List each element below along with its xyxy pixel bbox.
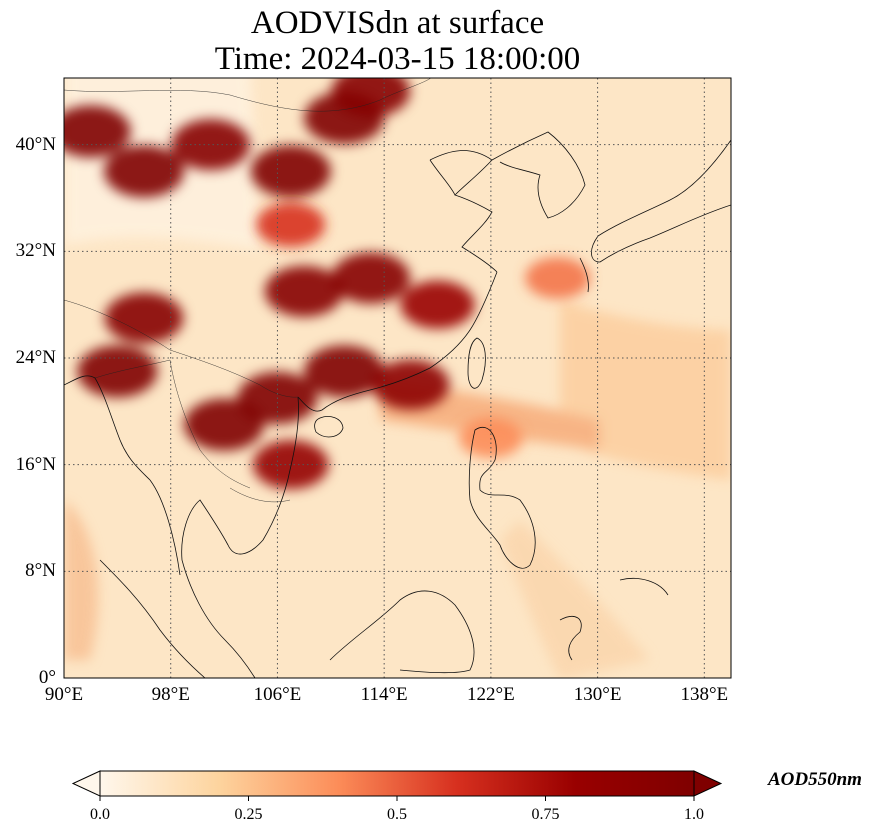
latitude-tick-label: 24°N: [15, 347, 56, 368]
aod-hotspot: [331, 252, 411, 304]
longitude-tick-label: 98°E: [151, 684, 190, 705]
aod-hotspot: [104, 145, 185, 198]
aod-hotspot: [304, 345, 385, 398]
longitude-tick-label: 130°E: [573, 684, 622, 705]
colorbar-max-extension: [693, 770, 723, 797]
longitude-tick-label: 90°E: [44, 684, 84, 705]
colorbar-tick-label: 0.25: [234, 806, 263, 823]
aod-hotspot: [264, 265, 344, 317]
aod-hotspot: [171, 119, 251, 171]
colorbar-tick-label: 0.0: [90, 806, 110, 823]
aod-field: [64, 78, 731, 678]
aod-hotspot: [525, 257, 590, 299]
latitude-tick-label: 8°N: [25, 560, 56, 582]
latitude-tick-label: 40°N: [15, 133, 56, 155]
longitude-tick-label: 122°E: [467, 684, 515, 705]
aod-hotspot: [64, 105, 131, 158]
colorbar: [71, 770, 723, 801]
colorbar-label: AOD550nm: [768, 769, 862, 790]
colorbar-tick-label: 0.5: [387, 806, 407, 823]
map-time-subtitle: Time: 2024-03-15 18:00:00: [214, 41, 581, 77]
latitude-tick-label: 0°: [38, 667, 56, 688]
aod-hotspot: [372, 359, 450, 410]
colorbar-tick-label: 1.0: [684, 806, 704, 823]
gridlines: [64, 78, 731, 678]
aod-hotspot: [252, 440, 329, 490]
map-frame: [63, 77, 732, 679]
map-title: AODVISdn at surface: [250, 5, 545, 41]
colorbar-tick-label: 0.75: [531, 806, 560, 823]
colorbar-min-extension: [71, 770, 101, 797]
coastlines: [64, 131, 731, 678]
longitude-tick-label: 114°E: [360, 684, 408, 705]
aod-hotspot: [104, 292, 184, 344]
aod-hotspot: [77, 345, 158, 398]
aod-hotspot: [256, 202, 326, 247]
longitude-tick-label: 138°E: [680, 684, 729, 705]
aod-hotspot: [250, 145, 331, 198]
aod-hotspot: [331, 78, 411, 117]
latitude-tick-label: 32°N: [15, 240, 56, 262]
latitude-tick-label: 16°N: [15, 453, 56, 475]
longitude-tick-label: 106°E: [253, 684, 302, 705]
colorbar-gradient: [100, 771, 694, 796]
aod-hotspot: [400, 280, 475, 329]
